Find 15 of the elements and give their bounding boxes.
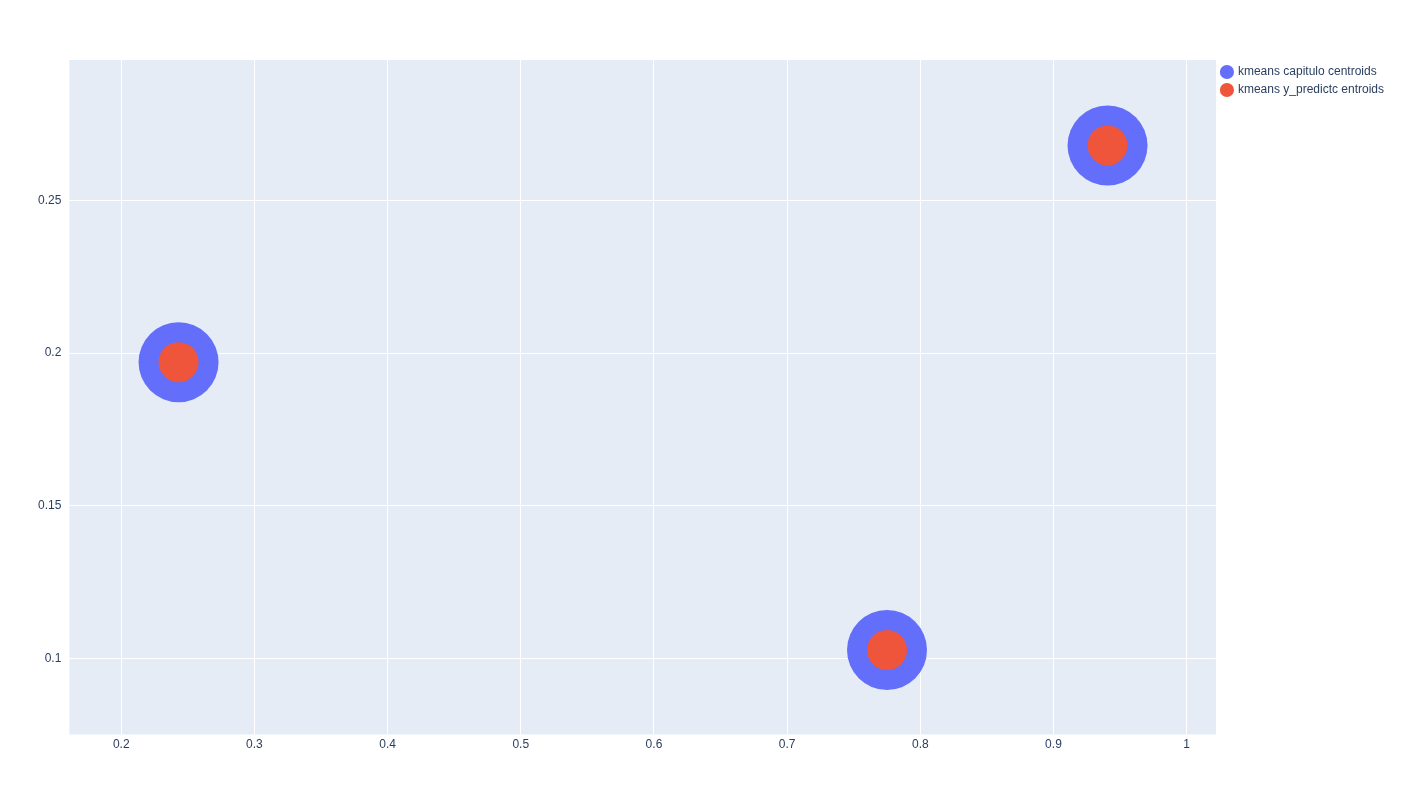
x-tick-label: 1 — [1183, 737, 1191, 752]
x-tick-label: 0.4 — [379, 737, 397, 752]
x-tick-label: 0.8 — [911, 737, 929, 752]
x-tick-label: 0.3 — [246, 737, 264, 752]
y-tick-label: 0.15 — [38, 497, 62, 512]
legend-label: kmeans y_predictc entroids — [1237, 82, 1385, 97]
y-tick-label: 0.1 — [44, 650, 62, 665]
x-tick-label: 0.5 — [512, 737, 530, 752]
x-tick-label: 0.2 — [112, 737, 130, 752]
x-tick-label: 0.6 — [645, 737, 663, 752]
legend-label: kmeans capitulo centroids — [1237, 64, 1377, 79]
x-tick-label: 0.9 — [1045, 737, 1063, 752]
y-tick-label: 0.2 — [44, 345, 62, 360]
x-tick-label: 0.7 — [778, 737, 796, 752]
y-tick-label: 0.25 — [38, 192, 62, 207]
